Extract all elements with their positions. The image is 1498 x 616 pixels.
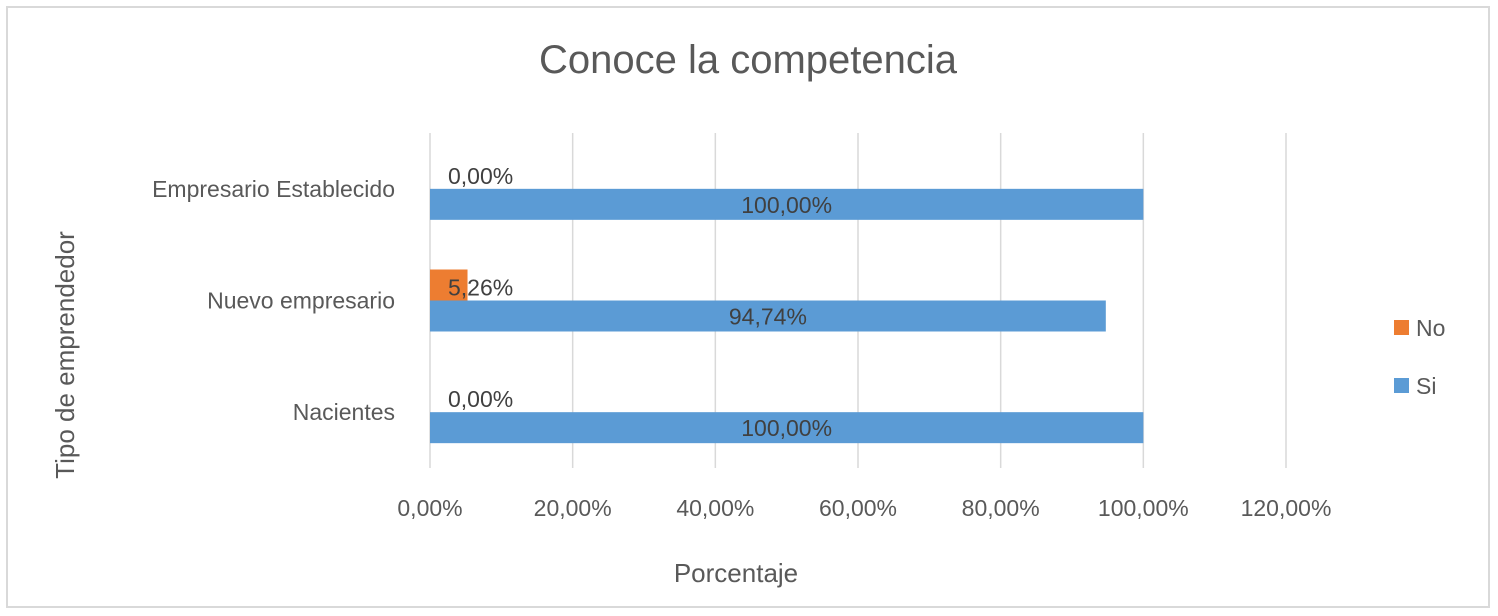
x-tick-label: 40,00% xyxy=(676,495,754,521)
data-label-no: 5,26% xyxy=(448,275,513,301)
chart-title: Conoce la competencia xyxy=(538,38,958,82)
bar-si xyxy=(430,300,1106,332)
legend-label-si: Si xyxy=(1416,373,1436,399)
category-label: Nuevo empresario xyxy=(207,288,395,314)
bar-no xyxy=(430,269,468,301)
data-label-si: 94,74% xyxy=(729,304,807,330)
x-tick-label: 120,00% xyxy=(1241,495,1332,521)
x-axis-title: Porcentaje xyxy=(674,558,798,588)
legend-label-no: No xyxy=(1416,315,1445,341)
x-tick-label: 80,00% xyxy=(962,495,1040,521)
data-label-si: 100,00% xyxy=(741,192,832,218)
category-label: Nacientes xyxy=(293,399,395,425)
category-label: Empresario Establecido xyxy=(152,176,395,202)
data-label-no: 0,00% xyxy=(448,163,513,189)
bar-si xyxy=(430,412,1144,444)
data-label-no: 0,00% xyxy=(448,386,513,412)
y-axis-title: Tipo de emprendedor xyxy=(50,231,80,479)
legend-swatch-no xyxy=(1394,320,1409,335)
data-label-si: 100,00% xyxy=(741,415,832,441)
x-tick-label: 60,00% xyxy=(819,495,897,521)
bar-si xyxy=(430,188,1144,220)
x-tick-label: 100,00% xyxy=(1098,495,1189,521)
legend-swatch-si xyxy=(1394,378,1409,393)
x-tick-label: 0,00% xyxy=(397,495,462,521)
x-tick-label: 20,00% xyxy=(534,495,612,521)
